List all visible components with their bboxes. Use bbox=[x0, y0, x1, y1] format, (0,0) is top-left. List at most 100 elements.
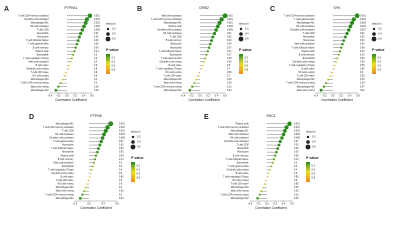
category-label: Neutrophils bbox=[303, 36, 315, 39]
p-value-label: 0.28 bbox=[227, 83, 232, 85]
dot bbox=[282, 128, 287, 133]
p-value-label: 0.8 bbox=[94, 69, 98, 71]
x-tick-label: 0.0 bbox=[87, 201, 91, 205]
dot bbox=[68, 64, 71, 67]
p-value-label: 0.003 bbox=[119, 134, 125, 136]
size-legend-title: abs(cor) bbox=[306, 130, 316, 134]
dot bbox=[59, 82, 62, 85]
category-label: Mast cells activated bbox=[161, 14, 182, 17]
p-value-label: 0.02 bbox=[227, 37, 232, 39]
category-label: T cells CD4 naive bbox=[297, 76, 316, 78]
category-label: NK cells activated bbox=[30, 25, 49, 28]
category-label: NK cells activated bbox=[230, 137, 249, 140]
color-legend-bar bbox=[131, 162, 135, 182]
dot bbox=[201, 64, 204, 67]
dot bbox=[215, 24, 220, 29]
color-legend-label: 0.6 bbox=[112, 64, 116, 68]
category-label: Macrophages M0 bbox=[56, 186, 74, 189]
category-label: Plasma cells bbox=[302, 51, 316, 53]
category-label: Macrophages M0 bbox=[297, 78, 315, 81]
x-tick-label: 0.0 bbox=[198, 93, 202, 97]
category-label: NK cells activated bbox=[296, 25, 315, 28]
p-value-label: 0.001 bbox=[294, 123, 300, 125]
dot bbox=[208, 42, 212, 46]
p-value-label: 0.6 bbox=[294, 173, 298, 175]
dot bbox=[336, 57, 339, 60]
dot bbox=[87, 13, 93, 19]
category-label: B cells naive bbox=[302, 69, 316, 71]
p-value-label: 0.003 bbox=[360, 26, 366, 28]
dot bbox=[334, 64, 336, 67]
category-label: Eosinophils bbox=[170, 54, 183, 56]
dot bbox=[70, 57, 73, 60]
category-label: Mast cells resting bbox=[164, 82, 182, 85]
dot bbox=[343, 35, 347, 39]
dot bbox=[278, 139, 282, 144]
x-tick-label: -0.2 bbox=[256, 201, 261, 205]
color-legend-label: 0.2 bbox=[312, 164, 316, 168]
p-value-label: 0.14 bbox=[94, 51, 99, 53]
size-legend-label: 0.2 bbox=[378, 27, 382, 31]
category-label: B cells memory bbox=[166, 39, 183, 42]
panel-title: PTPN6 bbox=[90, 114, 102, 118]
dot bbox=[332, 68, 335, 70]
p-value-label: 0.4 bbox=[294, 169, 298, 171]
size-legend-dot bbox=[306, 135, 310, 139]
p-value-label: 0.38 bbox=[360, 61, 365, 63]
p-value-label: 0.001 bbox=[94, 15, 100, 17]
color-legend-bar bbox=[106, 54, 110, 74]
color-legend-title: P value bbox=[306, 156, 319, 160]
category-label: Eosinophils bbox=[62, 166, 75, 168]
p-value-label: 0.5 bbox=[227, 65, 231, 67]
p-value-label: 0.13 bbox=[360, 51, 365, 53]
p-value-label: 0.2 bbox=[119, 162, 123, 164]
x-tick-label: 0.4 bbox=[82, 93, 86, 97]
p-value-label: 0.02 bbox=[360, 37, 365, 39]
category-label: Macrophages M0 bbox=[164, 78, 182, 81]
p-value-label: 0.13 bbox=[227, 86, 232, 88]
category-label: Macrophages M2 bbox=[31, 89, 49, 92]
size-legend-label: 0.2 bbox=[245, 27, 249, 31]
dot bbox=[341, 42, 344, 46]
category-label: NK cells resting bbox=[166, 71, 183, 74]
category-label: B cells naive bbox=[169, 65, 183, 67]
category-label: Dendritic cells resting bbox=[293, 60, 316, 63]
category-label: Mast cells activated bbox=[228, 133, 249, 136]
category-label: Macrophages M2 bbox=[56, 197, 74, 200]
p-value-label: 0.2 bbox=[94, 83, 98, 85]
dot bbox=[67, 68, 69, 70]
p-value-label: 0.35 bbox=[227, 61, 232, 63]
category-label: Monocytes bbox=[37, 36, 49, 39]
size-legend-dot bbox=[306, 140, 310, 144]
dot bbox=[340, 46, 343, 49]
category-label: Macrophages M1 bbox=[164, 21, 182, 24]
p-value-label: 0.25 bbox=[227, 58, 232, 60]
color-legend-title: P value bbox=[372, 48, 385, 52]
dot bbox=[102, 132, 106, 137]
category-label: B cells memory bbox=[58, 158, 75, 161]
p-value-label: 0.008 bbox=[94, 30, 100, 32]
p-value-label: 0.15 bbox=[294, 194, 299, 196]
dot bbox=[354, 13, 360, 19]
category-label: Mast cells resting bbox=[297, 89, 315, 92]
dot bbox=[260, 190, 263, 193]
category-label: Neutrophils bbox=[170, 46, 182, 49]
category-label: Monocytes bbox=[303, 39, 315, 42]
dot bbox=[93, 158, 97, 161]
category-label: Macrophages M2 bbox=[231, 197, 249, 200]
size-legend-dot bbox=[239, 32, 243, 36]
p-value-label: 0.14 bbox=[294, 159, 299, 161]
dot bbox=[84, 17, 89, 22]
p-value-label: 0.9 bbox=[119, 180, 123, 182]
category-label: T cells gamma delta bbox=[28, 43, 49, 46]
x-tick-label: 0.6 bbox=[290, 201, 294, 205]
p-value-label: 0.01 bbox=[227, 33, 232, 35]
dot bbox=[348, 24, 353, 29]
dot bbox=[265, 179, 267, 182]
p-value-label: 0.55 bbox=[360, 76, 365, 78]
p-value-label: 0.2 bbox=[294, 162, 298, 164]
category-label: T cells CD4 memory resting bbox=[286, 82, 315, 85]
p-value-label: 0.3 bbox=[294, 166, 298, 168]
category-label: Macrophages M0 bbox=[31, 78, 49, 81]
